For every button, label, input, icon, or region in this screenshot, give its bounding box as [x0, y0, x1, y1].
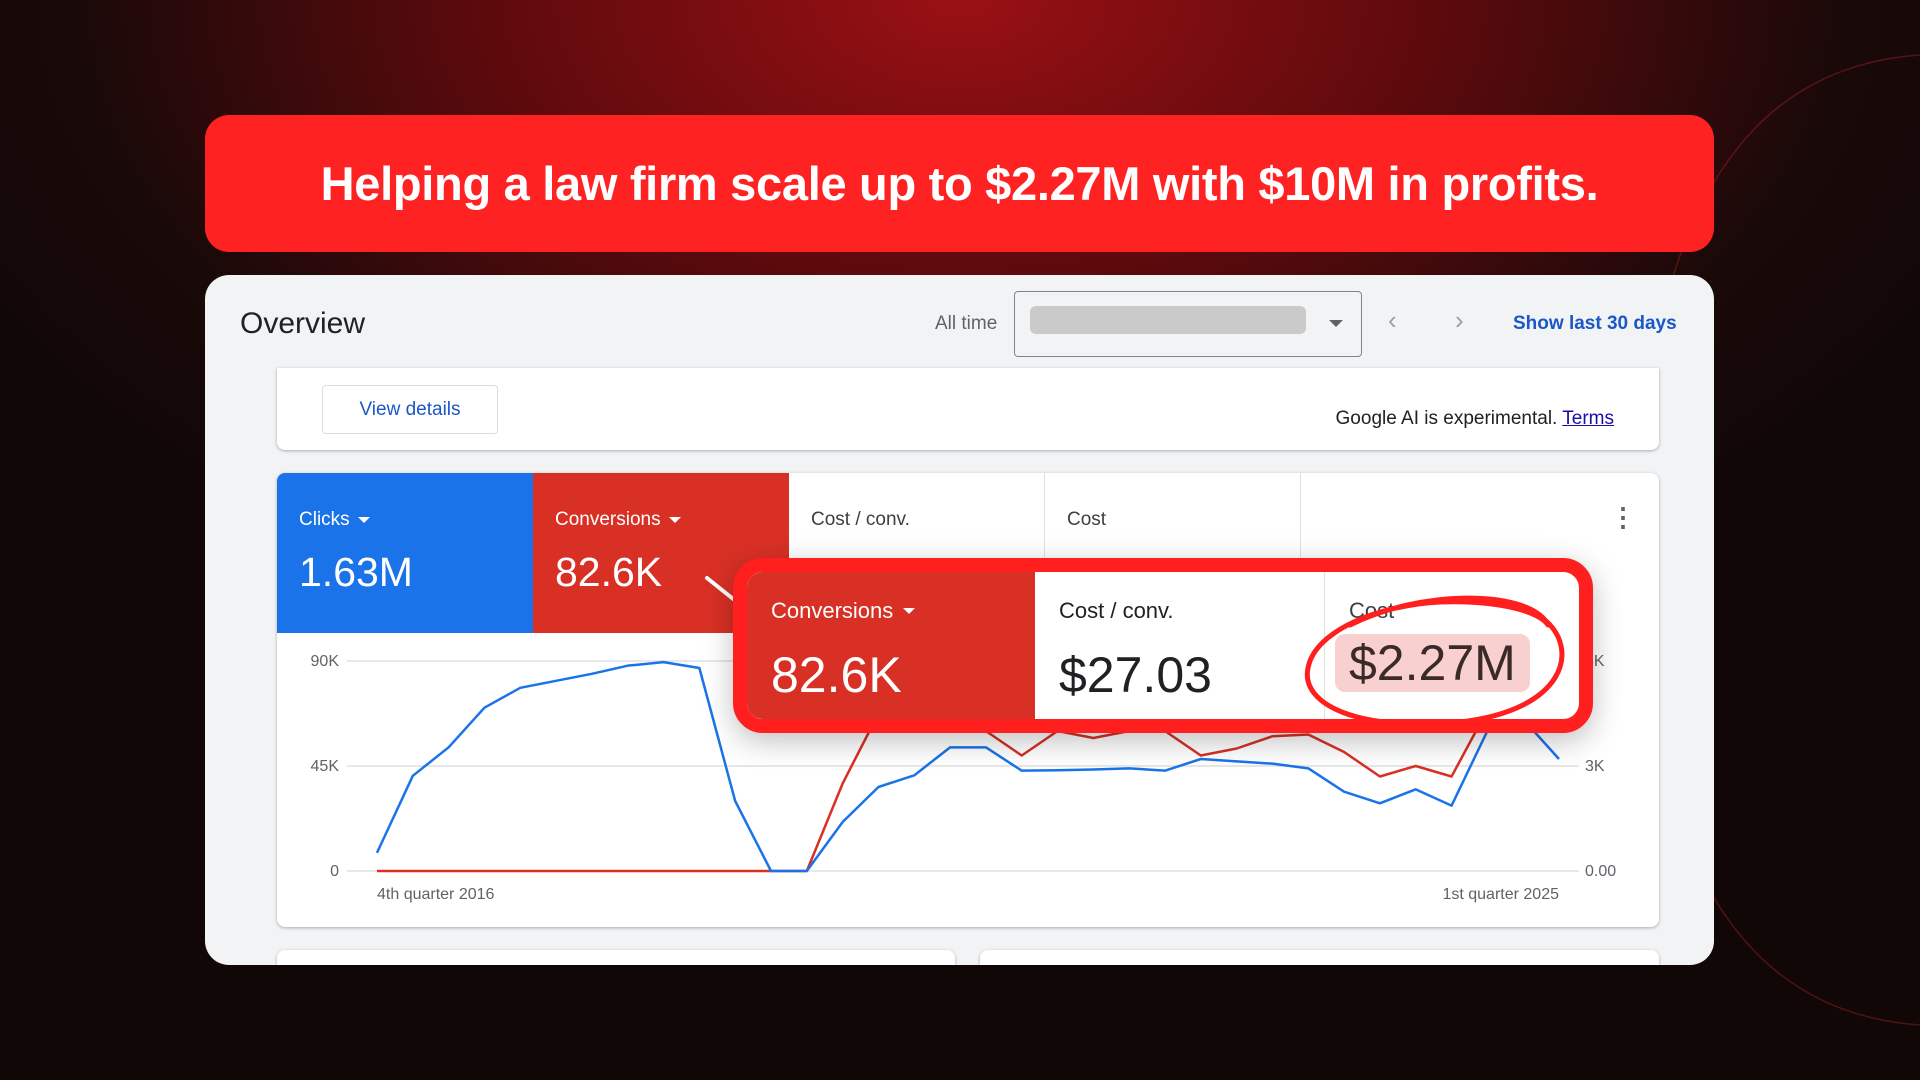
- tile-label: Conversions: [771, 598, 894, 623]
- tile-label: Conversions: [555, 509, 661, 530]
- date-range-dropdown[interactable]: [1014, 291, 1362, 357]
- chevron-left-icon[interactable]: ‹: [1388, 305, 1397, 335]
- series-line-conversions: [377, 708, 1560, 873]
- tile-clicks[interactable]: Clicks 1.63M: [277, 473, 533, 633]
- ai-note: Google AI is experimental. Terms: [1336, 408, 1614, 430]
- tile-value: $27.03: [1059, 647, 1212, 703]
- headline-banner: Helping a law firm scale up to $2.27M wi…: [205, 115, 1714, 252]
- tile-label: Cost: [1067, 509, 1107, 530]
- bottom-card-right: [980, 950, 1659, 965]
- callout-zoom: Conversions 82.6K Cost / conv. $27.03 Co…: [733, 558, 1593, 733]
- tile-label: Cost / conv.: [1059, 598, 1174, 623]
- left-axis-tick: 90K: [311, 653, 340, 670]
- callout-tile-cost-per-conv: Cost / conv. $27.03: [1035, 572, 1325, 719]
- show-last-30-days-link[interactable]: Show last 30 days: [1513, 313, 1677, 334]
- date-range-label: All time: [935, 313, 998, 334]
- tile-label: Cost: [1349, 598, 1395, 623]
- caret-down-icon: [668, 517, 681, 523]
- tile-label: Cost / conv.: [811, 509, 910, 530]
- highlighted-cost-value: $2.27M: [1335, 634, 1530, 692]
- caret-down-icon: [357, 517, 370, 523]
- right-axis-tick: 3K: [1585, 758, 1605, 775]
- tile-label: Clicks: [299, 509, 350, 530]
- bottom-card-left: [277, 950, 955, 965]
- page-title: Overview: [240, 307, 366, 340]
- left-axis-tick: 0: [330, 863, 339, 880]
- tile-value: 82.6K: [771, 647, 902, 703]
- tile-value: 1.63M: [299, 549, 413, 595]
- x-axis-start-label: 4th quarter 2016: [377, 886, 495, 903]
- left-axis-tick: 45K: [311, 758, 340, 775]
- chevron-right-icon[interactable]: ›: [1455, 305, 1464, 335]
- tile-cost-per-conv[interactable]: Cost / conv.: [789, 473, 1045, 633]
- callout-tile-cost: Cost $2.27M: [1325, 572, 1579, 719]
- ai-panel: View details Google AI is experimental. …: [277, 368, 1659, 450]
- series-line-clicks: [375, 660, 1560, 873]
- ai-note-text: Google AI is experimental.: [1335, 408, 1558, 429]
- tile-cost[interactable]: Cost: [1045, 473, 1301, 633]
- x-axis-end-label: 1st quarter 2025: [1442, 886, 1559, 903]
- caret-down-icon: [903, 608, 916, 614]
- terms-link[interactable]: Terms: [1562, 408, 1614, 429]
- redacted-date-range: [1030, 306, 1306, 334]
- right-axis-tick: 0.00: [1585, 863, 1616, 880]
- headline-text: Helping a law firm scale up to $2.27M wi…: [320, 157, 1599, 210]
- callout-tile-conversions: Conversions 82.6K: [747, 572, 1035, 719]
- dropdown-caret-icon: [1329, 320, 1343, 327]
- view-details-button[interactable]: View details: [322, 385, 498, 434]
- tile-value: 82.6K: [555, 549, 663, 595]
